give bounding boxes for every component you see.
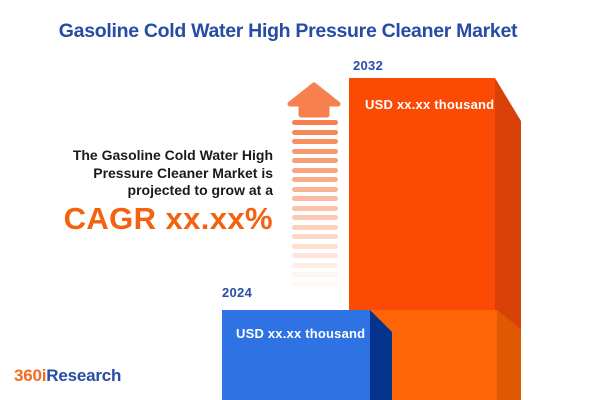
brand-logo: 360iResearch [14,366,121,386]
projection-text: The Gasoline Cold Water High Pressure Cl… [3,147,273,200]
brand-logo-360i: 360i [14,366,47,385]
projection-line-1: The Gasoline Cold Water High [72,147,273,163]
bar-2024-side [370,310,392,400]
bar-2032-base-side [497,310,521,400]
growth-arrow-icon [286,82,342,120]
growth-arrow-trail [292,120,338,291]
bar-2032-value-label: USD xx.xx thousand [365,97,495,112]
cagr-highlight: CAGR xx.xx% [63,201,273,236]
projection-line-3: projected to grow at a [127,182,273,198]
bar-2024-value-label: USD xx.xx thousand [236,326,366,341]
bar-2024-face [222,310,370,400]
bar-2032-year-label: 2032 [353,58,384,73]
brand-logo-research: Research [46,366,122,385]
page-title: Gasoline Cold Water High Pressure Cleane… [58,20,518,42]
projection-line-2: Pressure Cleaner Market is [93,164,273,181]
bar-2024-year-label: 2024 [222,285,253,300]
